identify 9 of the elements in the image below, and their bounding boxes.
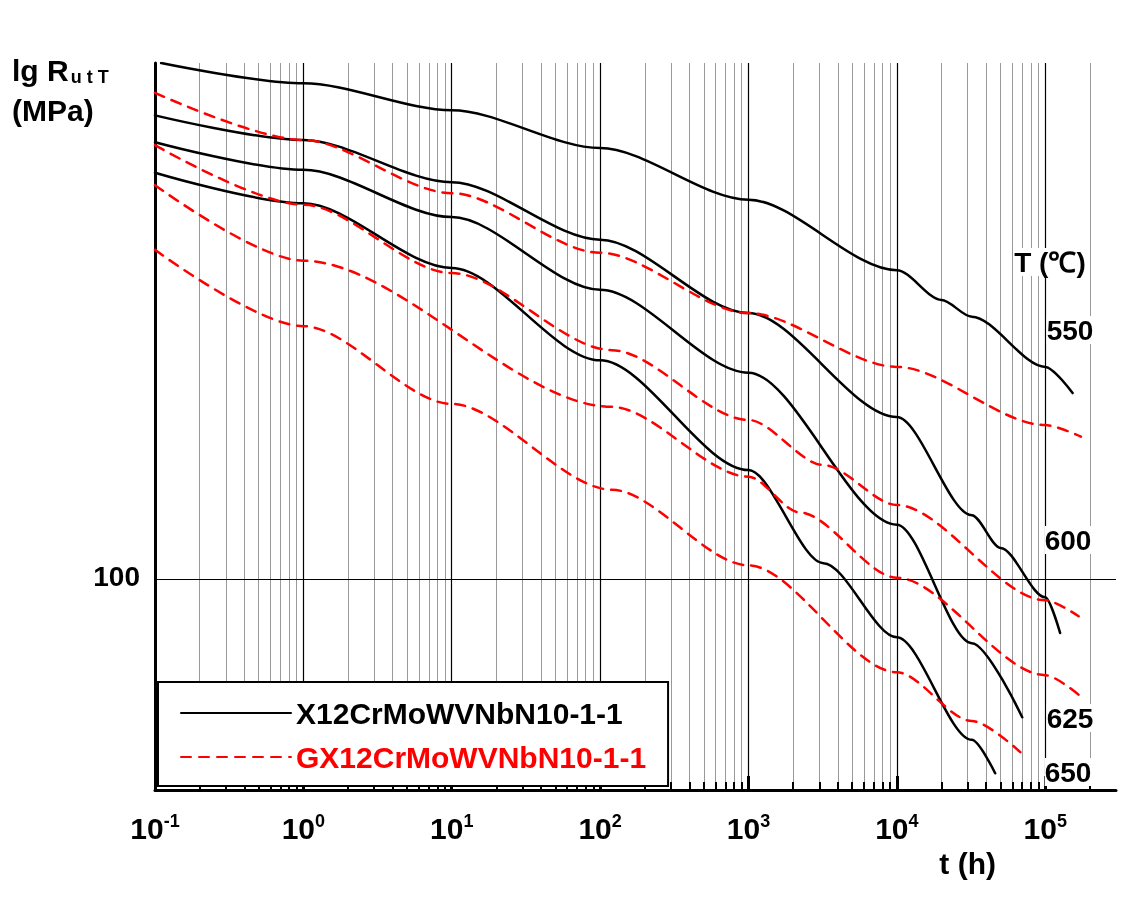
text: 100 [93, 561, 140, 593]
annotation: 625 [1046, 702, 1094, 734]
annotation: 550 [1046, 314, 1094, 346]
legend-label: GX12CrMoWVNbN10-1-1 [296, 740, 647, 774]
x-axis-title: t (h) [939, 846, 996, 880]
legend-label: X12CrMoWVNbN10-1-1 [296, 696, 623, 730]
annotation: T (℃) [1014, 246, 1086, 278]
annotation: 600 [1044, 524, 1092, 556]
annotation: 650 [1044, 756, 1092, 788]
